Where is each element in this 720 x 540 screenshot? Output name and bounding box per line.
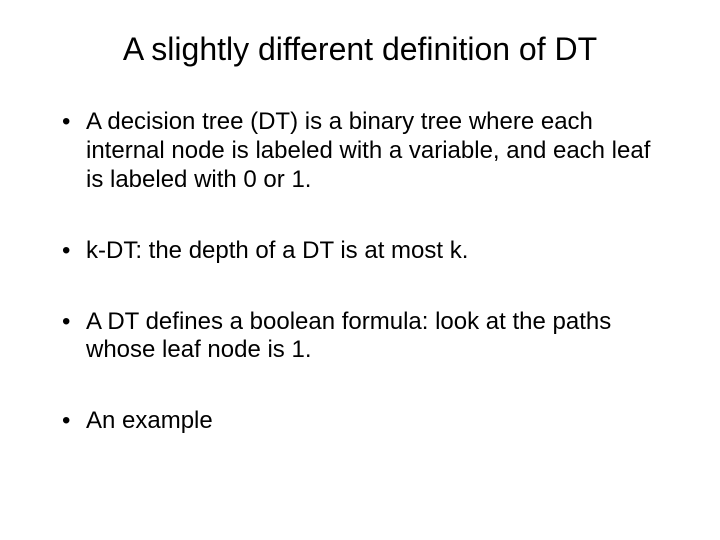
list-item: A DT defines a boolean formula: look at …	[58, 308, 662, 366]
list-item: An example	[58, 407, 662, 436]
list-item: k-DT: the depth of a DT is at most k.	[58, 237, 662, 266]
slide-title: A slightly different definition of DT	[50, 30, 670, 68]
list-item: A decision tree (DT) is a binary tree wh…	[58, 108, 662, 194]
slide: A slightly different definition of DT A …	[0, 0, 720, 540]
bullet-list: A decision tree (DT) is a binary tree wh…	[50, 108, 670, 436]
